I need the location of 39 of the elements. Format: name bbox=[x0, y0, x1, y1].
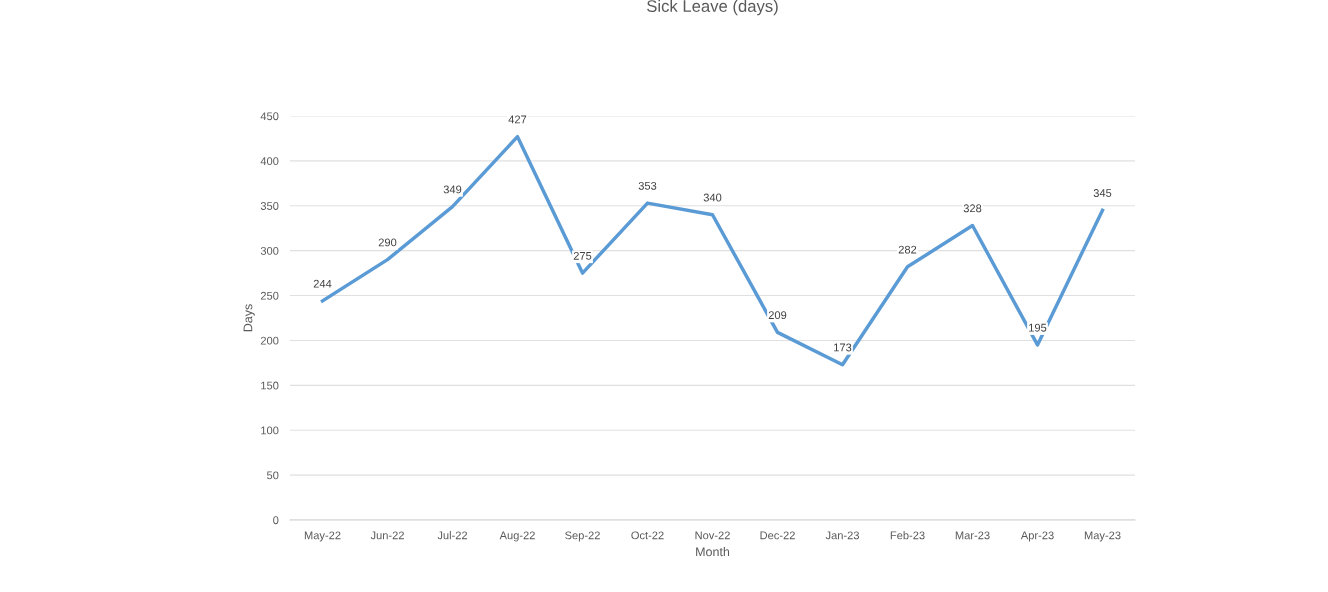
data-label: 349 bbox=[443, 185, 462, 194]
x-tick-label: Mar-23 bbox=[955, 531, 990, 540]
y-tick-label: 300 bbox=[260, 246, 279, 255]
data-label: 345 bbox=[1093, 189, 1112, 197]
x-tick-label: Apr-23 bbox=[1020, 531, 1054, 542]
data-label: 427 bbox=[508, 115, 527, 124]
x-tick-label: Jun-22 bbox=[370, 531, 404, 540]
data-label: 353 bbox=[638, 181, 657, 190]
data-label: 282 bbox=[898, 245, 917, 254]
data-label: 173 bbox=[834, 343, 852, 352]
y-tick-label: 200 bbox=[260, 336, 279, 345]
x-tick-label: Jul-22 bbox=[437, 531, 468, 540]
y-tick-label: 150 bbox=[261, 381, 279, 390]
data-label: 340 bbox=[703, 193, 722, 202]
data-label: 275 bbox=[573, 251, 592, 260]
x-tick-label: Jan-23 bbox=[825, 531, 859, 540]
x-tick-label: Nov-22 bbox=[695, 531, 730, 540]
y-tick-label: 0 bbox=[273, 516, 279, 525]
y-axis-title: Days bbox=[243, 304, 255, 332]
x-tick-label: Aug-22 bbox=[499, 531, 535, 542]
x-tick-label: Dec-22 bbox=[760, 531, 795, 540]
x-tick-label: Sep-22 bbox=[565, 531, 600, 542]
x-tick-label: Feb-23 bbox=[890, 531, 925, 540]
x-tick-label: May-23 bbox=[1084, 531, 1121, 542]
data-label: 195 bbox=[1029, 323, 1047, 332]
data-label: 244 bbox=[313, 279, 332, 288]
x-axis-title: Month bbox=[696, 547, 730, 557]
y-tick-label: 100 bbox=[261, 426, 279, 435]
y-tick-label: 350 bbox=[260, 202, 279, 210]
x-tick-label: May-22 bbox=[304, 531, 341, 542]
y-tick-label: 50 bbox=[266, 471, 279, 480]
data-label: 209 bbox=[768, 311, 787, 320]
y-tick-label: 400 bbox=[260, 157, 279, 166]
x-tick-label: Oct-22 bbox=[631, 531, 664, 540]
data-label: 328 bbox=[963, 204, 982, 213]
data-label: 290 bbox=[378, 238, 397, 247]
y-tick-label: 450 bbox=[260, 112, 279, 121]
chart-title: Sick Leave (days) bbox=[647, 0, 778, 16]
y-tick-label: 250 bbox=[260, 291, 279, 300]
